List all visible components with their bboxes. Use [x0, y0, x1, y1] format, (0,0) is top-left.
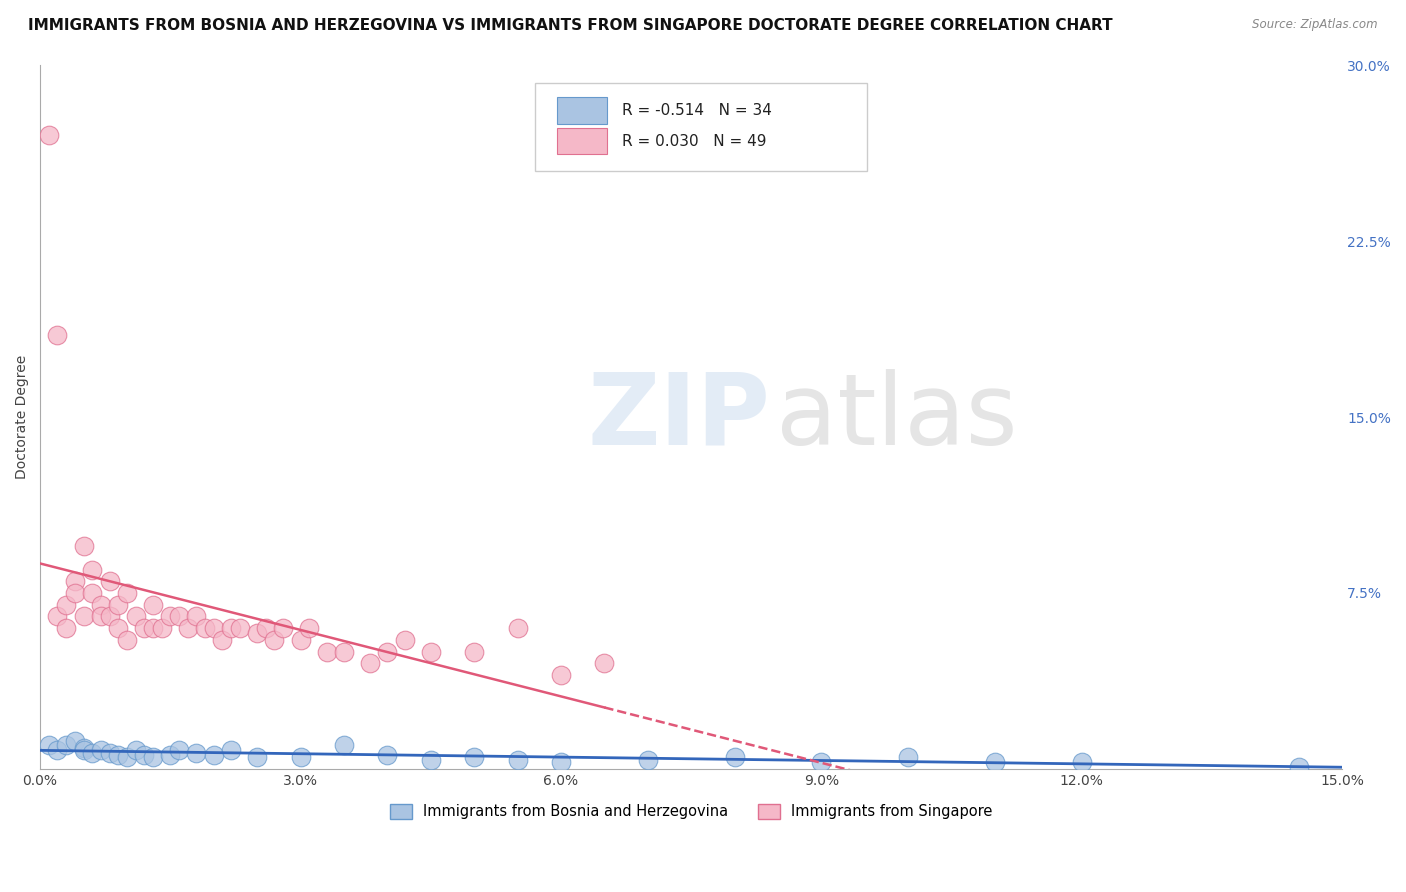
Point	[194, 621, 217, 635]
Point	[46, 609, 69, 624]
Point	[550, 755, 572, 769]
Point	[1070, 755, 1092, 769]
Point	[394, 632, 416, 647]
Point	[63, 574, 86, 589]
Bar	[557, 96, 606, 123]
Point	[124, 743, 146, 757]
Point	[72, 539, 94, 553]
Text: atlas: atlas	[776, 368, 1018, 466]
Point	[55, 621, 77, 635]
Legend: Immigrants from Bosnia and Herzegovina, Immigrants from Singapore: Immigrants from Bosnia and Herzegovina, …	[384, 798, 998, 825]
Point	[38, 739, 60, 753]
Point	[82, 586, 104, 600]
Point	[38, 128, 60, 143]
Point	[142, 750, 165, 764]
Text: R = -0.514   N = 34: R = -0.514 N = 34	[623, 103, 772, 118]
Point	[159, 609, 181, 624]
Point	[98, 574, 121, 589]
Point	[219, 743, 242, 757]
Point	[186, 746, 208, 760]
Point	[142, 598, 165, 612]
Point	[46, 743, 69, 757]
Point	[463, 645, 485, 659]
Point	[897, 750, 920, 764]
Point	[90, 743, 112, 757]
Point	[315, 645, 337, 659]
Point	[98, 746, 121, 760]
Point	[202, 747, 225, 762]
Point	[593, 657, 616, 671]
Point	[167, 609, 190, 624]
Point	[124, 609, 146, 624]
Point	[72, 740, 94, 755]
Point	[419, 645, 441, 659]
Point	[55, 598, 77, 612]
Point	[550, 668, 572, 682]
Point	[159, 747, 181, 762]
Point	[134, 747, 156, 762]
Point	[219, 621, 242, 635]
Point	[375, 747, 398, 762]
Point	[333, 645, 356, 659]
Text: ZIP: ZIP	[588, 368, 770, 466]
Point	[375, 645, 398, 659]
Point	[202, 621, 225, 635]
Point	[506, 621, 529, 635]
Point	[115, 586, 138, 600]
Point	[290, 750, 312, 764]
Point	[150, 621, 173, 635]
Point	[254, 621, 277, 635]
Bar	[557, 128, 606, 154]
Point	[176, 621, 198, 635]
Point	[115, 750, 138, 764]
Point	[810, 755, 832, 769]
Point	[167, 743, 190, 757]
Point	[98, 609, 121, 624]
Point	[134, 621, 156, 635]
Point	[186, 609, 208, 624]
Point	[90, 609, 112, 624]
Point	[506, 753, 529, 767]
Point	[46, 327, 69, 342]
Y-axis label: Doctorate Degree: Doctorate Degree	[15, 355, 30, 479]
Text: Source: ZipAtlas.com: Source: ZipAtlas.com	[1253, 18, 1378, 31]
Point	[72, 609, 94, 624]
Point	[63, 586, 86, 600]
Point	[82, 562, 104, 576]
Point	[359, 657, 381, 671]
Point	[55, 739, 77, 753]
Point	[263, 632, 285, 647]
Point	[63, 733, 86, 747]
Point	[246, 626, 269, 640]
Point	[115, 632, 138, 647]
Point	[984, 755, 1007, 769]
FancyBboxPatch shape	[534, 83, 868, 170]
Point	[246, 750, 269, 764]
Point	[463, 750, 485, 764]
Point	[211, 632, 233, 647]
Point	[298, 621, 321, 635]
Point	[419, 753, 441, 767]
Point	[82, 746, 104, 760]
Point	[290, 632, 312, 647]
Point	[107, 598, 129, 612]
Text: R = 0.030   N = 49: R = 0.030 N = 49	[623, 134, 766, 149]
Point	[107, 621, 129, 635]
Point	[142, 621, 165, 635]
Text: IMMIGRANTS FROM BOSNIA AND HERZEGOVINA VS IMMIGRANTS FROM SINGAPORE DOCTORATE DE: IMMIGRANTS FROM BOSNIA AND HERZEGOVINA V…	[28, 18, 1112, 33]
Point	[1288, 759, 1310, 773]
Point	[229, 621, 252, 635]
Point	[107, 747, 129, 762]
Point	[72, 743, 94, 757]
Point	[333, 739, 356, 753]
Point	[637, 753, 659, 767]
Point	[723, 750, 745, 764]
Point	[271, 621, 294, 635]
Point	[90, 598, 112, 612]
